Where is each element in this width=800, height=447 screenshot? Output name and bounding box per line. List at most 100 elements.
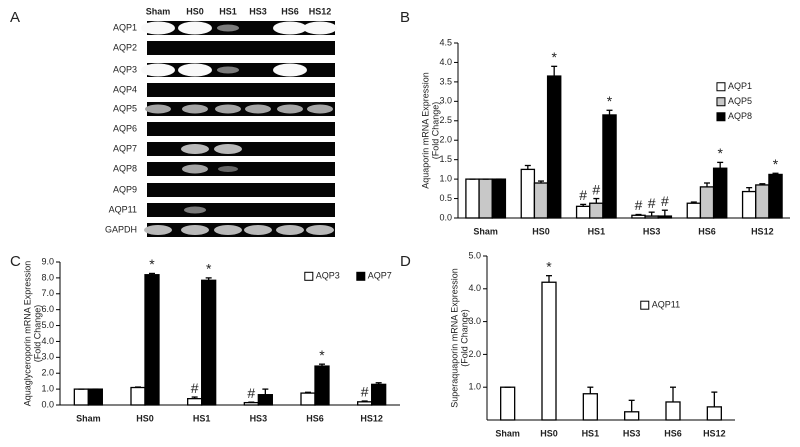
bar bbox=[520, 168, 536, 219]
bar bbox=[657, 215, 673, 219]
gel-band bbox=[245, 104, 271, 114]
x-tick-label: HS6 bbox=[698, 226, 716, 236]
y-tick-label: 0.0 bbox=[439, 212, 452, 222]
gel-band bbox=[144, 225, 172, 235]
y-tick-label: 2.5 bbox=[439, 115, 452, 125]
y-tick-label: 1.0 bbox=[41, 383, 54, 393]
row-label: AQP4 bbox=[113, 84, 137, 94]
row-label: AQP8 bbox=[113, 163, 137, 173]
gel-band bbox=[182, 164, 208, 174]
gel-strip bbox=[147, 183, 335, 197]
legend-swatch bbox=[716, 97, 726, 107]
lane-label: Sham bbox=[146, 6, 171, 16]
row-label: AQP11 bbox=[109, 204, 137, 214]
gel-strip bbox=[147, 203, 335, 217]
y-tick-label: 5.0 bbox=[468, 250, 481, 260]
row-label: AQP3 bbox=[113, 64, 137, 74]
legend-label: AQP5 bbox=[728, 96, 752, 106]
y-tick-label: 4.0 bbox=[439, 57, 452, 67]
row-label: GAPDH bbox=[105, 224, 137, 234]
bar bbox=[631, 214, 646, 219]
y-axis-label: (Fold Change) bbox=[430, 102, 440, 160]
y-tick-label: 6.0 bbox=[41, 304, 54, 314]
row-label: AQP2 bbox=[113, 42, 137, 52]
x-tick-label: HS1 bbox=[588, 226, 606, 236]
y-tick-label: 2.0 bbox=[468, 349, 481, 359]
significance-marker: * bbox=[546, 258, 552, 274]
legend-swatch bbox=[716, 112, 726, 122]
y-tick-label: 9.0 bbox=[41, 256, 54, 266]
bar bbox=[589, 202, 604, 219]
bar bbox=[699, 186, 715, 219]
x-tick-label: HS1 bbox=[193, 413, 211, 423]
bar bbox=[243, 401, 259, 406]
bar bbox=[575, 205, 591, 219]
significance-marker: # bbox=[592, 181, 600, 197]
gel-band bbox=[181, 144, 209, 154]
bar bbox=[582, 393, 598, 421]
bar bbox=[541, 281, 557, 421]
y-tick-label: 0.0 bbox=[41, 399, 54, 409]
gel-band bbox=[184, 206, 206, 214]
bar bbox=[706, 406, 722, 421]
gel-band bbox=[244, 225, 272, 235]
x-tick-label: HS0 bbox=[540, 428, 558, 438]
significance-marker: # bbox=[635, 197, 643, 213]
gel-band bbox=[217, 66, 239, 74]
legend-swatch bbox=[640, 300, 650, 310]
x-tick-label: HS3 bbox=[250, 413, 268, 423]
significance-marker: * bbox=[607, 93, 613, 109]
bar bbox=[686, 202, 702, 219]
significance-marker: * bbox=[149, 256, 155, 272]
row-label: AQP9 bbox=[113, 184, 137, 194]
panel-label: B bbox=[400, 9, 410, 26]
significance-marker: # bbox=[191, 380, 199, 396]
panel-label: D bbox=[400, 253, 411, 270]
significance-marker: # bbox=[648, 195, 656, 211]
gel-band bbox=[141, 63, 175, 77]
bar bbox=[371, 383, 387, 406]
gel-band bbox=[178, 21, 212, 35]
legend-label: AQP11 bbox=[652, 300, 680, 310]
bar bbox=[644, 215, 659, 219]
x-tick-label: HS0 bbox=[136, 413, 154, 423]
y-axis-label: (Fold Change) bbox=[459, 309, 469, 367]
gel-band bbox=[214, 144, 242, 154]
bar bbox=[478, 178, 493, 219]
row-label: AQP1 bbox=[113, 22, 137, 32]
x-tick-label: HS6 bbox=[664, 428, 682, 438]
bar bbox=[201, 279, 217, 406]
bar bbox=[257, 394, 273, 406]
panel-label: A bbox=[10, 9, 20, 26]
bar bbox=[465, 178, 480, 219]
gel-band bbox=[141, 21, 175, 35]
bar bbox=[602, 114, 617, 219]
y-tick-label: 4.5 bbox=[439, 37, 452, 47]
gel-band bbox=[276, 225, 304, 235]
significance-marker: * bbox=[206, 261, 212, 277]
gel-band bbox=[178, 63, 212, 77]
y-tick-label: 8.0 bbox=[41, 272, 54, 282]
y-tick-label: 1.5 bbox=[439, 154, 452, 164]
legend-label: AQP3 bbox=[316, 271, 340, 281]
x-tick-label: HS0 bbox=[532, 226, 550, 236]
y-axis-label: Aquaporin mRNA Expression bbox=[420, 72, 430, 189]
gel-band bbox=[214, 225, 242, 235]
gel-band bbox=[145, 104, 171, 114]
x-tick-label: HS3 bbox=[643, 226, 661, 236]
legend-label: AQP7 bbox=[368, 271, 392, 281]
bar bbox=[768, 173, 783, 219]
gel-band bbox=[215, 104, 241, 114]
bar bbox=[712, 167, 728, 219]
legend-label: AQP8 bbox=[728, 111, 752, 121]
y-tick-label: 4.0 bbox=[468, 283, 481, 293]
legend-label: AQP1 bbox=[728, 81, 752, 91]
significance-marker: * bbox=[319, 347, 325, 363]
bar bbox=[624, 411, 640, 421]
gel-band bbox=[306, 225, 334, 235]
significance-marker: # bbox=[661, 193, 669, 209]
gel-strip bbox=[147, 122, 335, 136]
x-tick-label: HS12 bbox=[751, 226, 774, 236]
bar bbox=[187, 397, 203, 406]
y-tick-label: 5.0 bbox=[41, 320, 54, 330]
